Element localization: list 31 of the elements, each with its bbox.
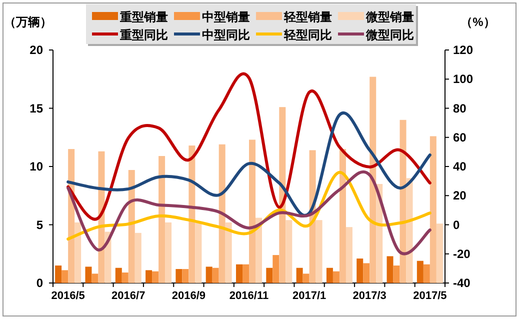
- x-tick-label: 2016/9: [172, 290, 206, 302]
- y2-tick-label: 20: [453, 188, 467, 203]
- legend-label: 中型同比: [202, 28, 250, 42]
- y2-tick-label: -40: [453, 276, 471, 290]
- x-tick-label: 2016/11: [229, 290, 269, 302]
- y2-tick-label: 0: [453, 218, 460, 232]
- legend-label: 重型同比: [119, 28, 168, 42]
- legend-label: 微型销量: [365, 10, 414, 24]
- y2-axis-title: （%）: [460, 15, 496, 29]
- y-tick-label: 20: [30, 43, 44, 57]
- x-tick-label: 2017/3: [352, 290, 386, 302]
- legend-label: 轻型同比: [283, 28, 332, 42]
- y-tick-label: 5: [36, 218, 44, 232]
- y2-tick-label: 60: [453, 130, 467, 144]
- x-tick-label: 2017/5: [413, 290, 447, 302]
- legend-label: 中型销量: [202, 10, 250, 24]
- legend-label: 微型同比: [365, 28, 414, 42]
- x-tick-label: 2017/1: [292, 290, 326, 302]
- y-tick-label: 15: [30, 101, 44, 116]
- legend-label: 轻型销量: [283, 10, 332, 24]
- y2-tick-label: 40: [453, 160, 467, 174]
- y-axis-title: （万辆）: [4, 15, 52, 29]
- x-tick-label: 2016/5: [51, 290, 85, 302]
- legend-label: 重型销量: [119, 10, 168, 24]
- y-tick-label: 10: [30, 160, 44, 174]
- y2-tick-label: -20: [453, 246, 471, 261]
- y2-tick-label: 120: [453, 43, 474, 57]
- y-tick-label: 0: [36, 276, 44, 290]
- y2-tick-label: 80: [453, 101, 467, 116]
- y2-tick-label: 100: [453, 72, 474, 86]
- x-tick-label: 2016/7: [112, 290, 146, 302]
